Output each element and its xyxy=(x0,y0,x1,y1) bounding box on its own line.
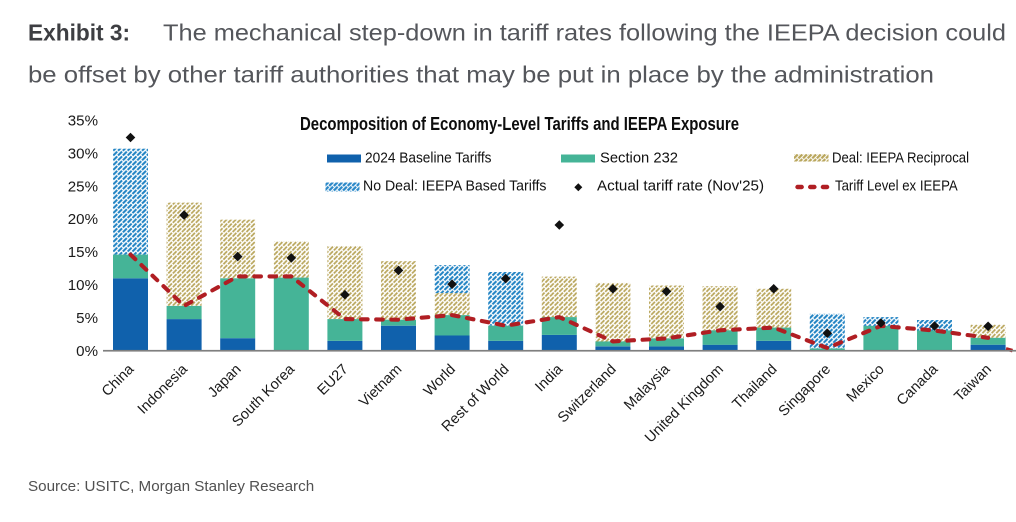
svg-text:EU27: EU27 xyxy=(315,362,352,399)
svg-text:10%: 10% xyxy=(68,277,98,294)
svg-text:Deal: IEEPA Reciprocal: Deal: IEEPA Reciprocal xyxy=(832,151,969,167)
svg-text:30%: 30% xyxy=(68,145,98,162)
svg-text:15%: 15% xyxy=(68,244,98,261)
svg-text:Tariff Level ex IEEPA: Tariff Level ex IEEPA xyxy=(835,179,958,195)
svg-text:Singapore: Singapore xyxy=(776,362,834,420)
svg-text:Malaysia: Malaysia xyxy=(621,361,674,414)
svg-text:Switzerland: Switzerland xyxy=(555,362,620,427)
svg-text:World: World xyxy=(421,362,459,400)
svg-text:2024 Baseline Tariffs: 2024 Baseline Tariffs xyxy=(365,151,492,167)
svg-text:5%: 5% xyxy=(76,310,98,327)
svg-text:35%: 35% xyxy=(68,113,98,130)
svg-text:Section 232: Section 232 xyxy=(600,151,678,167)
svg-text:The mechanical step-down in ta: The mechanical step-down in tariff rates… xyxy=(163,20,1006,46)
svg-text:No Deal: IEEPA Based Tariffs: No Deal: IEEPA Based Tariffs xyxy=(363,179,547,195)
svg-text:Japan: Japan xyxy=(205,362,244,401)
svg-text:China: China xyxy=(99,361,138,400)
svg-text:0%: 0% xyxy=(76,343,98,360)
svg-text:Canada: Canada xyxy=(894,361,942,409)
svg-text:25%: 25% xyxy=(68,178,98,195)
svg-text:be offset by other tariff auth: be offset by other tariff authorities th… xyxy=(28,62,934,88)
svg-text:Taiwan: Taiwan xyxy=(951,362,994,405)
svg-text:Exhibit 3:: Exhibit 3: xyxy=(28,20,130,46)
svg-text:20%: 20% xyxy=(68,211,98,228)
svg-text:Thailand: Thailand xyxy=(730,362,781,413)
svg-text:Source: USITC, Morgan Stanley: Source: USITC, Morgan Stanley Research xyxy=(28,478,314,495)
svg-text:Mexico: Mexico xyxy=(844,362,888,406)
svg-text:Vietnam: Vietnam xyxy=(356,362,405,411)
svg-text:India: India xyxy=(532,361,566,395)
svg-text:Decomposition of Economy-Level: Decomposition of Economy-Level Tariffs a… xyxy=(300,114,739,134)
svg-text:Actual tariff rate (Nov'25): Actual tariff rate (Nov'25) xyxy=(597,179,764,195)
svg-text:Indonesia: Indonesia xyxy=(135,361,192,418)
